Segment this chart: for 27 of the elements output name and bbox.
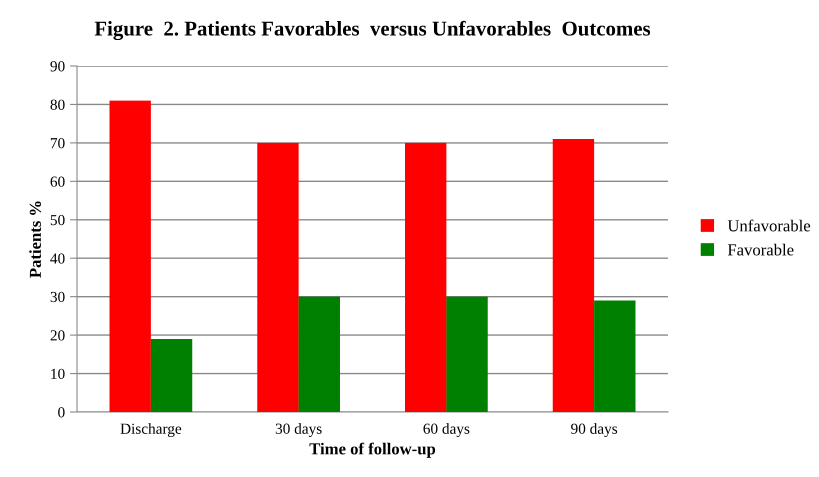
bar [150, 338, 192, 412]
bar [405, 142, 446, 412]
y-tick-label: 20 [50, 330, 65, 341]
x-axis-title: Time of follow-up [309, 442, 436, 458]
y-tick-label: 40 [50, 253, 65, 264]
y-tick-label: 80 [50, 100, 65, 110]
legend-label: Favorable [728, 244, 794, 256]
y-tick-label: 0 [58, 407, 65, 418]
bar [594, 300, 636, 412]
y-tick-label: 50 [50, 214, 65, 226]
x-tick-label: Discharge [120, 423, 182, 438]
bar [446, 296, 488, 412]
chart-title: Figure 2. Patients Favorables versus Unfavorables Outcomes [94, 20, 650, 40]
x-tick-label: 60 days [423, 423, 470, 438]
bar [110, 100, 151, 412]
y-tick-label: 70 [50, 138, 65, 148]
y-tick-label: 30 [50, 292, 65, 302]
legend-label: Unfavorable [728, 220, 810, 232]
y-tick-label: 10 [51, 368, 65, 380]
bar [257, 142, 299, 412]
y-tick-label: 90 [50, 61, 65, 72]
x-tick-label: 30 days [276, 423, 322, 438]
x-tick-label: 90 days [571, 423, 618, 438]
bar [298, 296, 340, 412]
y-axis-title: Patients % [29, 201, 42, 278]
y-tick-label: 60 [50, 176, 65, 187]
bar [552, 139, 594, 412]
